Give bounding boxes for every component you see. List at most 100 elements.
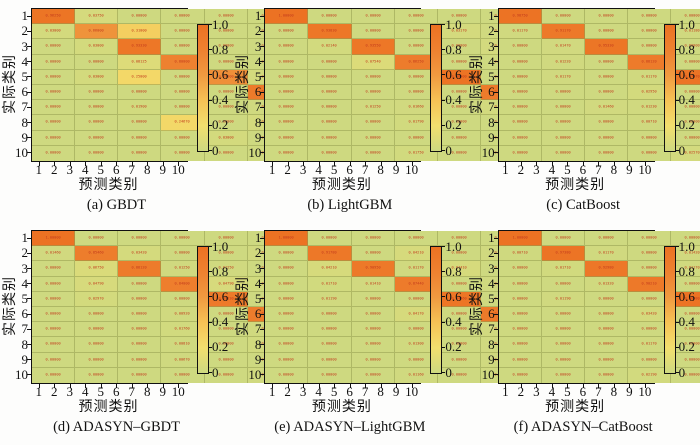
cell-value: 0.00000: [321, 74, 338, 79]
cell-value: 0.00000: [278, 342, 294, 347]
cell-value: 0.01790: [408, 120, 424, 125]
y-tick-mark: [493, 268, 498, 269]
heatmap-cell: 0.00000: [204, 352, 248, 368]
heatmap-cell: 0.93330: [118, 39, 162, 55]
cell-value: 0.90950: [365, 266, 381, 271]
x-tick-mark: [567, 161, 569, 166]
cell-value: 0.00000: [598, 13, 614, 18]
heatmap-cell: 0.00000: [584, 231, 629, 247]
heatmap: 0.98750 0.00000 0.00000 0.00000 0.00000 0.000…: [497, 8, 700, 162]
heatmap-cell: 0.00000: [351, 306, 395, 323]
cell-value: 0.00000: [641, 235, 657, 240]
y-tick-mark: [260, 137, 265, 139]
y-tick-mark: [493, 283, 498, 285]
y-tick-label: 5: [488, 290, 495, 306]
colorbar-tick-mark: [674, 124, 679, 126]
cell-value: 0.00000: [174, 373, 191, 378]
panel-caption: (b) LightGBM: [307, 197, 393, 213]
cell-value: 0.00000: [174, 13, 191, 18]
x-tick-mark: [318, 161, 320, 166]
heatmap-cell: 0.01470: [541, 39, 585, 55]
heatmap-cell: 0.00000: [437, 54, 482, 70]
cell-value: 0.00000: [278, 266, 294, 271]
heatmap-cell: 0.00000: [204, 246, 248, 262]
cell-value: 0.01170: [684, 266, 700, 271]
heatmap-cell: 0.03750: [75, 9, 119, 25]
cell-value: 0.01470: [555, 44, 571, 49]
x-tick-mark: [520, 161, 522, 166]
cell-value: 0.00000: [365, 373, 381, 378]
heatmap-cell: 0.04790: [75, 276, 119, 292]
cell-value: 0.01760: [174, 327, 191, 332]
y-tick-label: 3: [488, 38, 495, 54]
cell-value: 0.00000: [365, 296, 381, 301]
heatmap-cell: 0.00000: [265, 24, 309, 40]
x-tick-label: 8: [377, 384, 384, 399]
heatmap-cell: 0.97670: [671, 69, 700, 85]
cell-value: 0.00000: [641, 29, 657, 34]
x-tick-mark: [54, 383, 56, 388]
cell-value: 0.97380: [555, 251, 571, 256]
heatmap-cell: 0.00000: [498, 291, 542, 307]
y-tick-label: 6: [254, 306, 262, 322]
y-tick-label: 8: [488, 336, 495, 352]
x-tick-mark: [38, 161, 40, 166]
x-tick-mark: [162, 161, 164, 166]
cell-value: 0.04790: [88, 281, 104, 286]
cell-value: 0.00000: [512, 311, 528, 316]
y-tick-mark: [493, 252, 498, 254]
cell-value: 0.00000: [218, 342, 234, 347]
cell-value: 0.00000: [45, 357, 61, 362]
cell-value: 0.00000: [512, 266, 528, 271]
x-tick-mark: [147, 383, 149, 388]
heatmap-cell: 0.00000: [437, 367, 482, 383]
cell-value: 0.00000: [555, 135, 571, 140]
cell-value: 0.95330: [598, 44, 614, 49]
heatmap-cell: 0.00000: [161, 145, 205, 161]
cell-value: 0.00000: [641, 13, 657, 18]
heatmap-cell: 0.00000: [32, 367, 76, 383]
cell-value: 0.01160: [408, 373, 424, 378]
heatmap-cell: 0.03000: [204, 130, 248, 146]
colorbar-tick-label: 0.6: [212, 288, 229, 304]
heatmap-cell: 0.00000: [351, 145, 395, 161]
x-tick-label: 9: [626, 162, 633, 177]
x-tick-label: 5: [564, 384, 571, 399]
y-tick-mark: [493, 61, 498, 63]
x-tick-mark: [520, 383, 522, 388]
cell-value: 0.04790: [218, 281, 234, 286]
colorbar: [663, 24, 676, 152]
heatmap-cell: 0.66000: [75, 24, 119, 40]
cell-value: 0.00000: [451, 105, 467, 110]
cell-value: 0.00710: [512, 251, 528, 256]
heatmap-cell: 0.00000: [204, 9, 248, 25]
heatmap-cell: 0.00000: [351, 24, 395, 40]
panel-b: 实际类别 1 2 3 4 5 6 7 8 9 10 1 2 3 4 5 6 7 8 9 10 1.00000 0.00000…: [233, 0, 696, 223]
heatmap-cell: 0.00000: [75, 322, 119, 338]
cell-value: 0.00000: [321, 235, 338, 240]
y-tick-label: 10: [15, 366, 28, 382]
heatmap-cell: 0.00000: [498, 145, 542, 161]
colorbar-tick-mark: [674, 296, 679, 298]
cell-value: 0.00000: [278, 327, 294, 332]
cell-value: 0.00000: [684, 120, 700, 125]
heatmap-cell: 0.02190: [628, 367, 672, 383]
cell-value: 0.91170: [555, 29, 571, 34]
cell-value: 0.80000: [174, 59, 191, 64]
x-tick-label: 3: [533, 384, 540, 399]
x-axis-label: 预测类别: [311, 400, 372, 415]
y-tick-label: 10: [481, 144, 495, 160]
x-tick-mark: [380, 383, 382, 388]
cell-value: 0.00000: [218, 59, 234, 64]
cell-value: 0.04210: [321, 266, 338, 271]
heatmap-cell: 0.00000: [541, 100, 585, 116]
cell-value: 0.00000: [131, 311, 147, 316]
heatmap-cell: 0.00000: [204, 231, 248, 247]
heatmap-cell: 0.94860: [437, 291, 482, 307]
y-tick-label: 1: [254, 8, 262, 24]
x-tick-mark: [54, 161, 56, 166]
heatmap-cell: 0.00000: [498, 367, 542, 383]
y-tick-mark: [493, 344, 498, 345]
cell-value: 0.00000: [451, 59, 467, 64]
heatmap: 1.00000 0.00000 0.00000 0.00000 0.00000 0.000…: [497, 230, 700, 384]
